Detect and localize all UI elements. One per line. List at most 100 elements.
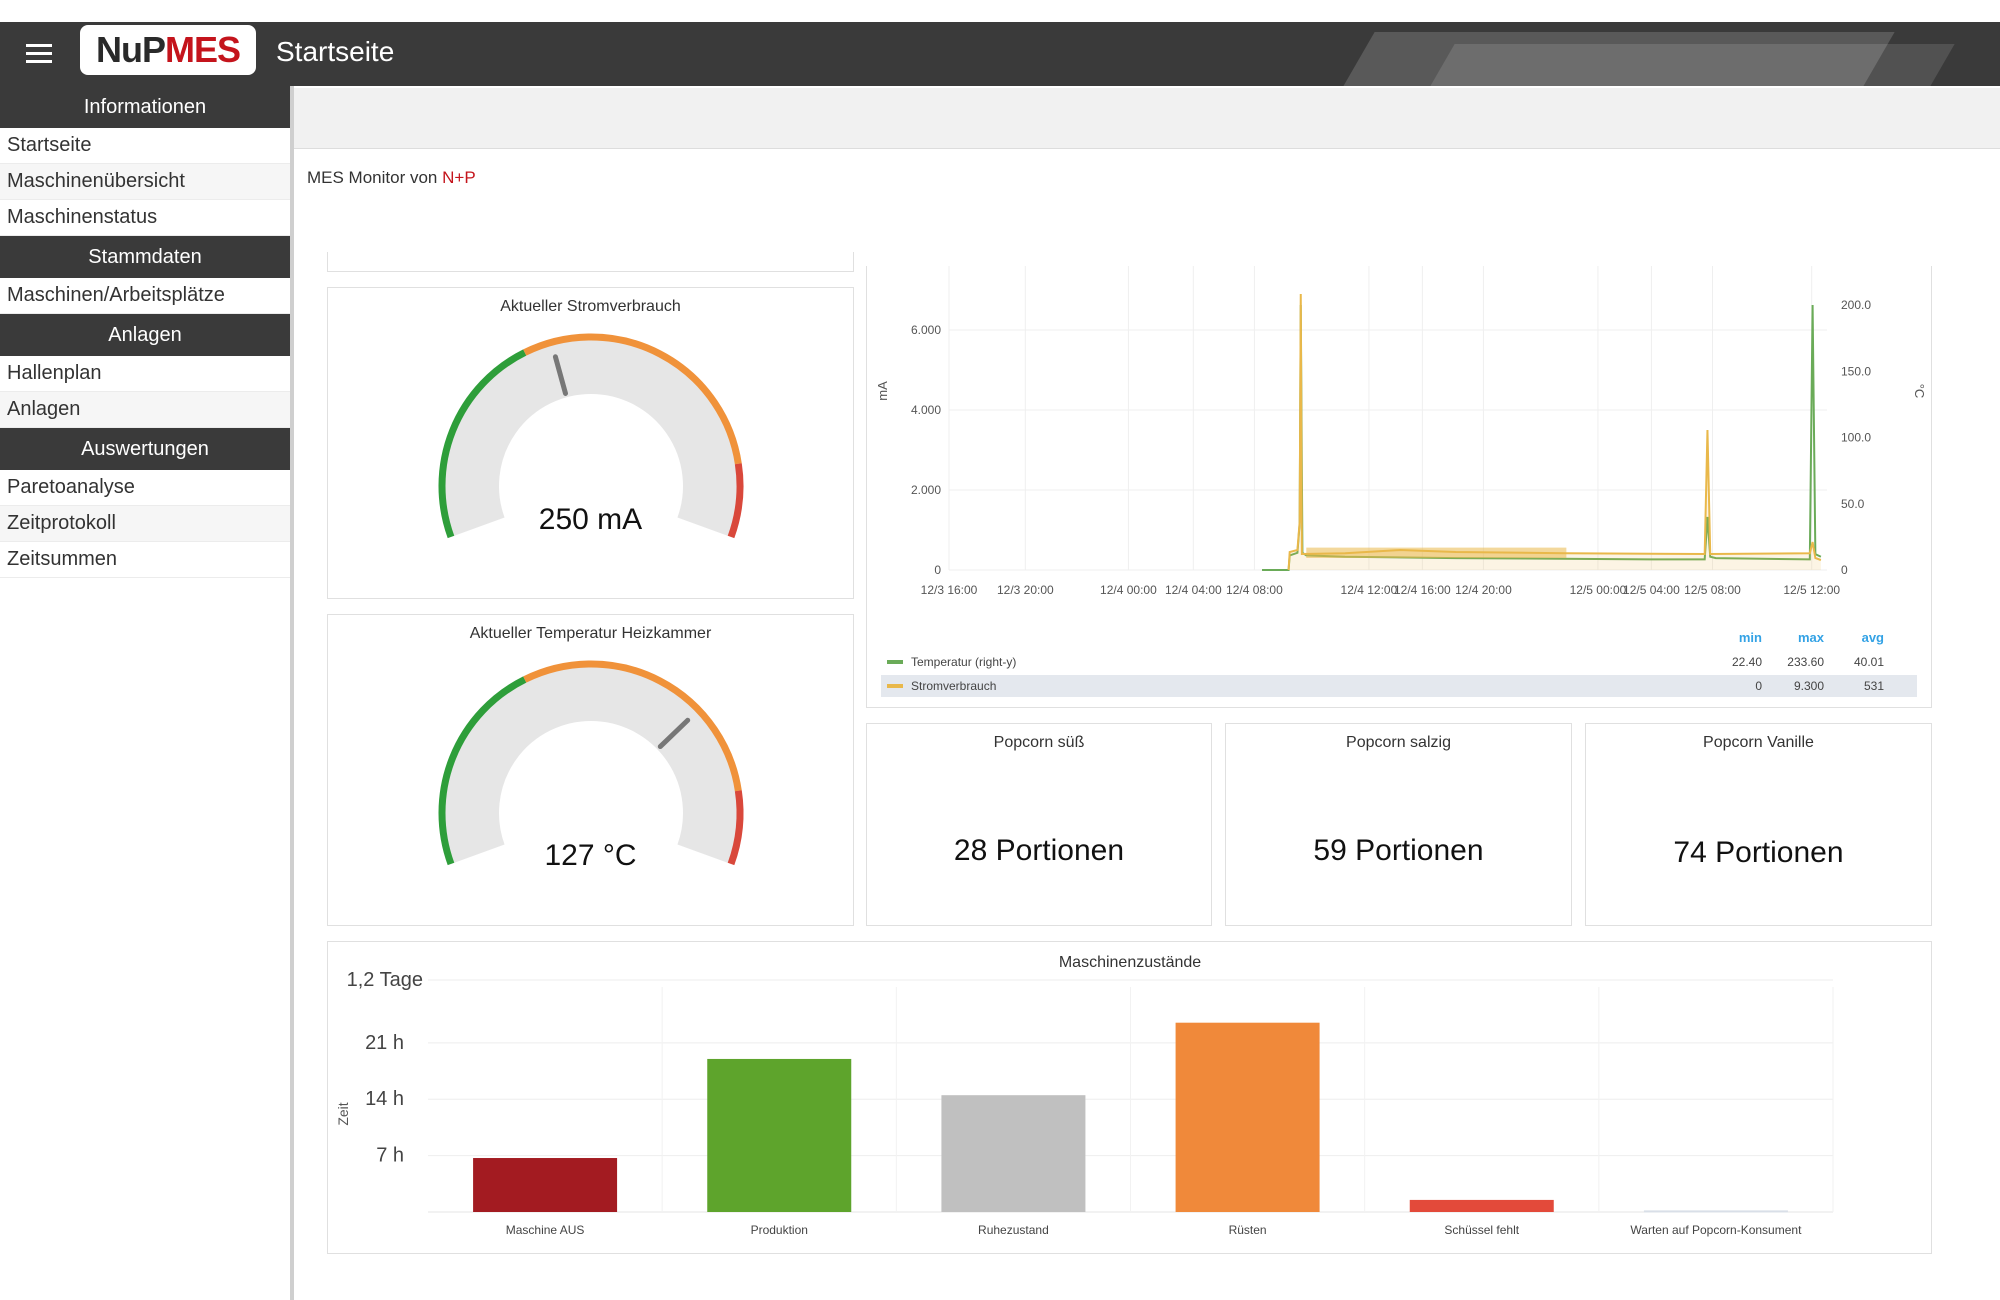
gauge-background: [439, 334, 743, 538]
legend-swatch: [887, 684, 903, 688]
timeseries-panel: 12/3 16:00 12/3 20:00 12/4 00:00 12/4 04:00…: [866, 266, 1932, 708]
collapsed-panel: [327, 252, 854, 272]
x-tick-label: Rüsten: [1229, 1223, 1267, 1237]
sidebar-item-hallenplan[interactable]: Hallenplan: [0, 356, 290, 392]
x-tick-label: 12/4 00:00: [1100, 583, 1157, 597]
chart-title: Maschinenzustände: [1059, 954, 1201, 971]
gauge-value: 127 °C: [544, 839, 637, 872]
x-tick-label: Maschine AUS: [506, 1223, 585, 1237]
y-tick-label: 14 h: [365, 1088, 404, 1110]
x-tick-label: 12/4 08:00: [1226, 583, 1283, 597]
legend-header: max: [1798, 630, 1825, 645]
legend-header: min: [1739, 630, 1762, 645]
y-tick-label: 4.000: [911, 403, 941, 417]
stat-panel-popcorn-salzig: Popcorn salzig 59 Portionen: [1225, 723, 1572, 926]
bar-4: [1409, 1199, 1554, 1212]
y-tick-label: 1,2 Tage: [347, 969, 423, 991]
gauge-panel-stromverbrauch: Aktueller Stromverbrauch 250 mA: [327, 287, 854, 599]
y2-tick-label: 50.0: [1841, 497, 1865, 511]
legend-row-highlight: [881, 675, 1917, 697]
legend-value: 233.60: [1787, 655, 1824, 669]
x-tick-label: 12/5 08:00: [1684, 583, 1741, 597]
bar-5: [1643, 1210, 1788, 1213]
legend-value: 40.01: [1854, 655, 1884, 669]
x-tick-label: 12/4 16:00: [1394, 583, 1451, 597]
x-tick-label: 12/4 20:00: [1455, 583, 1512, 597]
gauge-title: Aktueller Temperatur Heizkammer: [469, 625, 712, 642]
y-tick-label: 6.000: [911, 323, 941, 337]
legend-header: avg: [1862, 630, 1884, 645]
series-noise-band: [1306, 547, 1567, 558]
bar-1: [707, 1058, 852, 1212]
legend-value: 531: [1864, 679, 1884, 693]
y2-axis-label: °C: [1912, 384, 1927, 399]
temperature-gauge: [438, 660, 744, 866]
gauge-band-orange: [523, 660, 742, 792]
stat-value: 59 Portionen: [1313, 834, 1484, 867]
gauge-value: 250 mA: [538, 503, 643, 536]
sidebar-section-stammdaten: Stammdaten: [0, 236, 290, 278]
x-tick-label: 12/3 16:00: [921, 583, 978, 597]
machine-states-chart: Maschinenzustände 7 h 14 h 21 h 1,2 Tage Zeit…: [335, 954, 1834, 1237]
stat-title: Popcorn Vanille: [1703, 734, 1814, 751]
gauge-band-green: [438, 349, 527, 539]
sidebar-item-maschinenuebersicht[interactable]: Maschinenübersicht: [0, 164, 290, 200]
sidebar-item-zeitprotokoll[interactable]: Zeitprotokoll: [0, 506, 290, 542]
gauge-needle: [657, 717, 691, 750]
y-tick-label: 21 h: [365, 1032, 404, 1054]
x-tick-label: Warten auf Popcorn-Konsument: [1630, 1223, 1802, 1237]
bar-2: [941, 1095, 1086, 1212]
page-title: Startseite: [276, 36, 395, 67]
sidebar-section-informationen: Informationen: [0, 86, 290, 128]
bar-3: [1175, 1022, 1320, 1212]
y2-tick-label: 150.0: [1841, 364, 1871, 378]
gauge-panel-temperatur: Aktueller Temperatur Heizkammer 127 °C: [327, 614, 854, 926]
x-tick-label: 12/5 00:00: [1570, 583, 1627, 597]
x-tick-label: Produktion: [751, 1223, 808, 1237]
series-line-temperatur: [1262, 304, 1822, 571]
gauge-band-green: [438, 676, 527, 866]
x-tick-label: 12/5 04:00: [1623, 583, 1680, 597]
y-axis-label: mA: [875, 381, 890, 401]
hamburger-menu-icon[interactable]: [26, 44, 52, 64]
gauge-band-red: [727, 463, 744, 539]
stat-title: Popcorn salzig: [1346, 734, 1451, 751]
sidebar: Informationen Startseite Maschinenübersi…: [0, 86, 294, 1300]
stat-value: 74 Portionen: [1673, 836, 1844, 869]
stat-value: 28 Portionen: [953, 834, 1125, 867]
monitor-subtitle: MES Monitor von N+P: [307, 168, 476, 187]
y2-tick-label: 200.0: [1841, 298, 1871, 312]
current-gauge: [438, 333, 744, 539]
y-tick-label: 7 h: [376, 1145, 404, 1167]
machine-states-panel: Maschinenzustände 7 h 14 h 21 h 1,2 Tage Zeit…: [327, 941, 1932, 1254]
content-toolbar: [294, 88, 2000, 149]
sidebar-item-maschinen-arbeitsplaetze[interactable]: Maschinen/Arbeitsplätze: [0, 278, 290, 314]
header-decoration: [1385, 44, 1955, 86]
y2-tick-label: 0: [1841, 563, 1848, 577]
sidebar-item-maschinenstatus[interactable]: Maschinenstatus: [0, 200, 290, 236]
legend-value: 22.40: [1732, 655, 1762, 669]
y-axis-label: Zeit: [335, 1102, 351, 1125]
legend-value: 0: [1755, 679, 1762, 693]
top-bar: NuP MES Startseite: [0, 22, 2000, 86]
gauge-band-orange: [523, 333, 742, 465]
nupmes-logo[interactable]: NuP MES: [80, 25, 256, 75]
x-tick-label: 12/5 12:00: [1783, 583, 1840, 597]
stat-panel-popcorn-vanille: Popcorn Vanille 74 Portionen: [1585, 723, 1932, 926]
legend-series-name: Stromverbrauch: [911, 679, 996, 693]
sidebar-item-anlagen[interactable]: Anlagen: [0, 392, 290, 428]
sidebar-section-auswertungen: Auswertungen: [0, 428, 290, 470]
sidebar-item-paretoanalyse[interactable]: Paretoanalyse: [0, 470, 290, 506]
bar-0: [473, 1158, 618, 1212]
y-tick-label: 2.000: [911, 483, 941, 497]
timeseries-chart: 12/3 16:00 12/3 20:00 12/4 00:00 12/4 04:00…: [875, 266, 1927, 697]
legend-value: 9.300: [1794, 679, 1824, 693]
gauge-band-red: [727, 790, 744, 866]
sidebar-item-zeitsummen[interactable]: Zeitsummen: [0, 542, 290, 578]
x-tick-label: 12/4 04:00: [1165, 583, 1222, 597]
x-tick-label: 12/3 20:00: [997, 583, 1054, 597]
stat-title: Popcorn süß: [993, 734, 1085, 751]
gauge-title: Aktueller Stromverbrauch: [500, 298, 681, 315]
legend-swatch: [887, 660, 903, 664]
sidebar-item-startseite[interactable]: Startseite: [0, 128, 290, 164]
